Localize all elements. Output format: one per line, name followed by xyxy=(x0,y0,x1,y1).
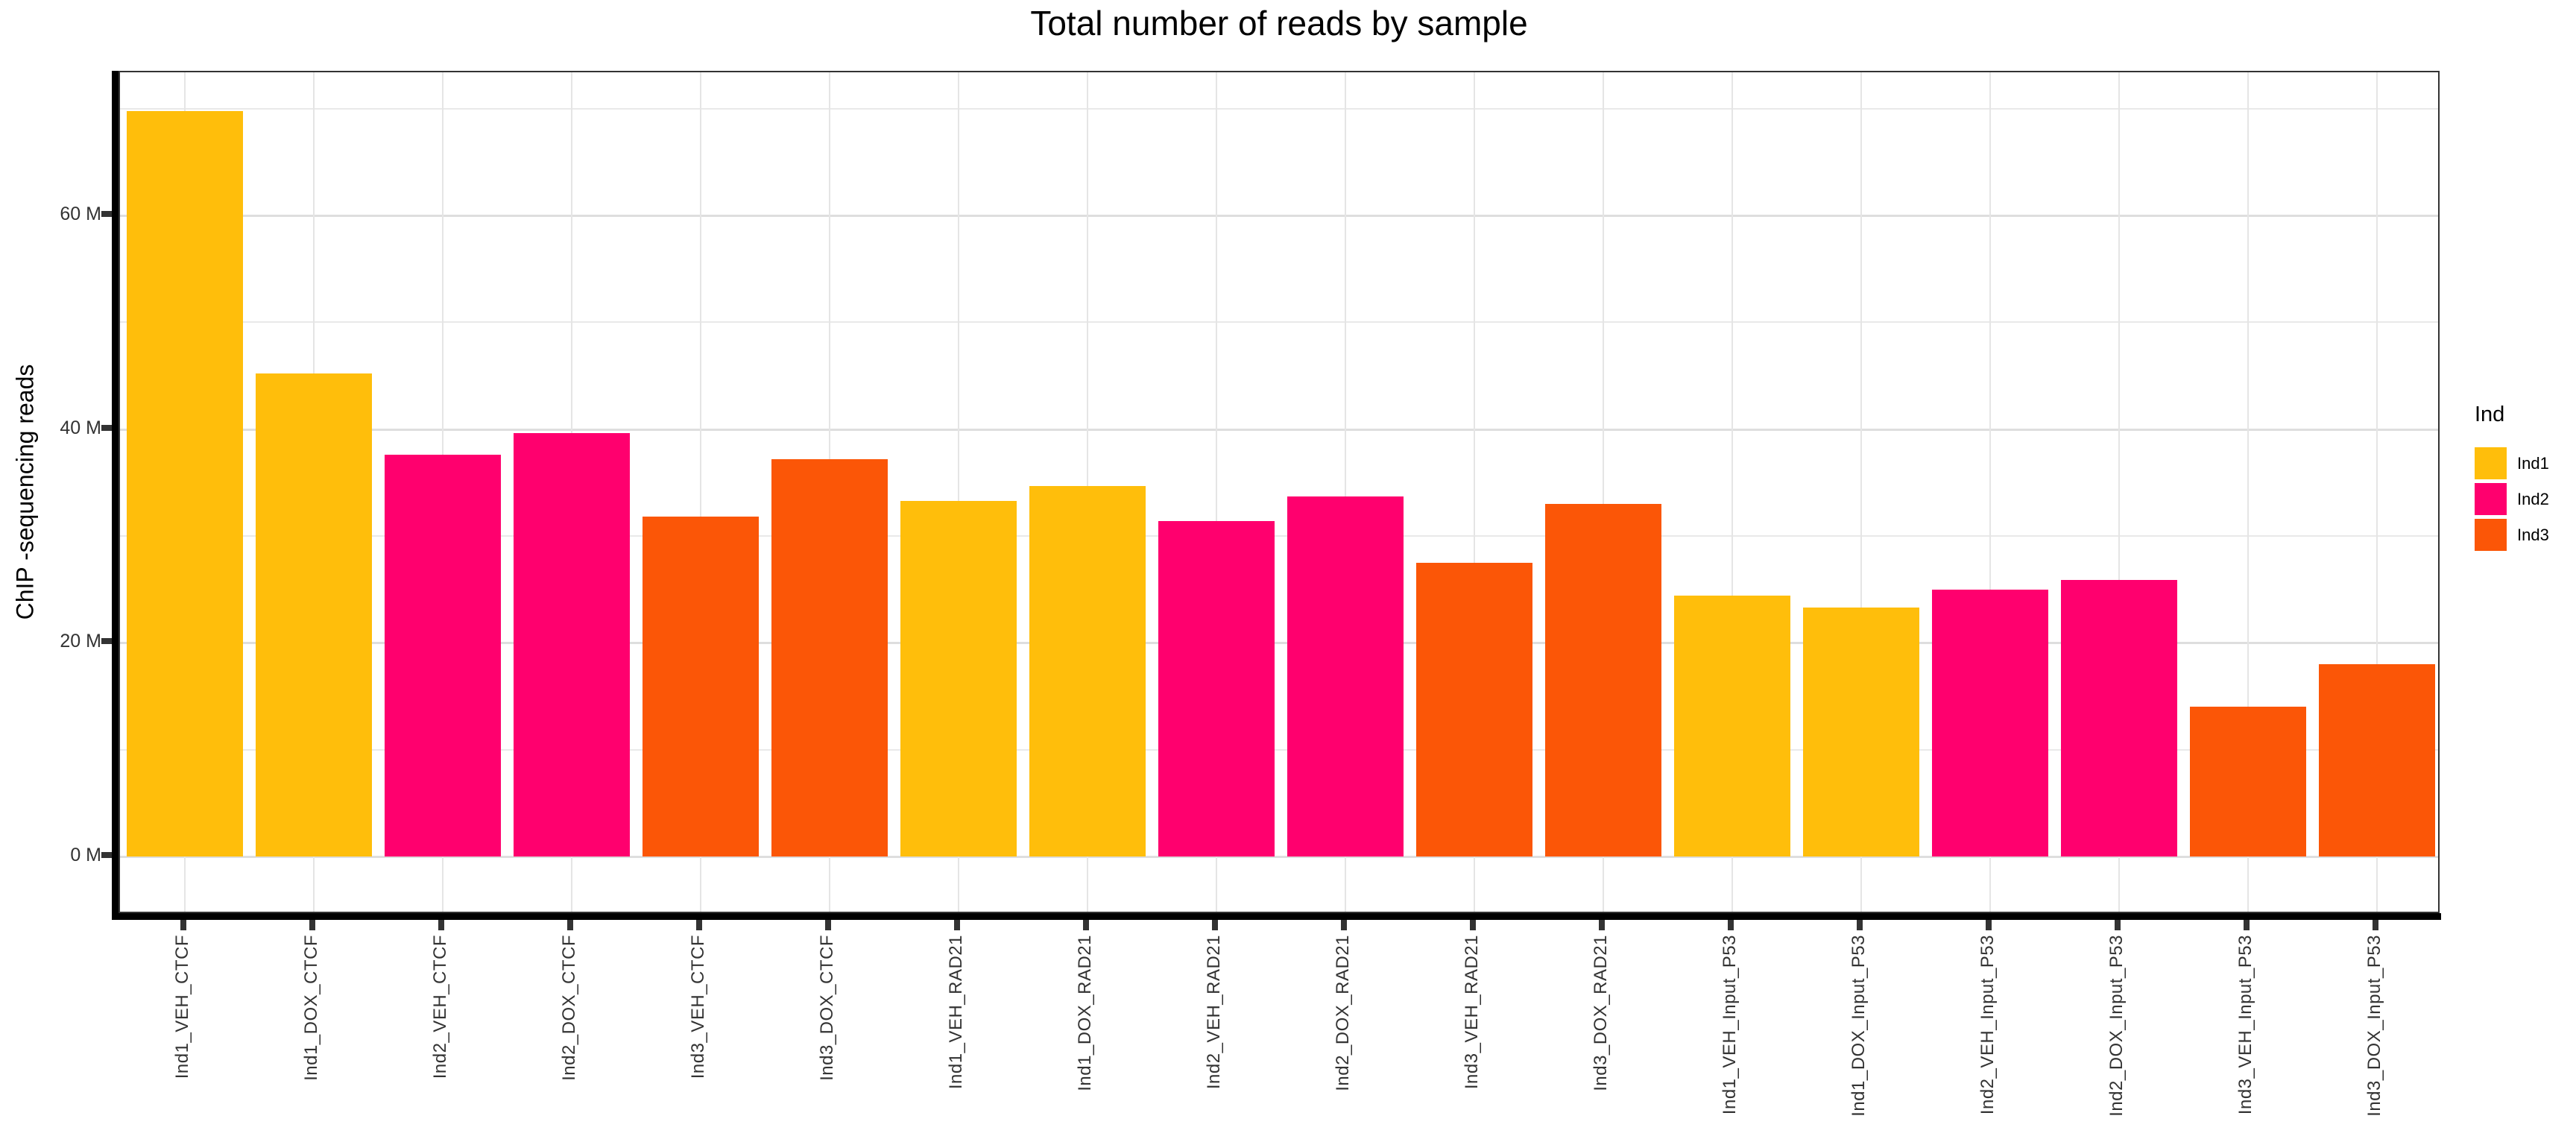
x-tick-mark-Ind2_VEH_Input_P53 xyxy=(1985,920,1992,930)
x-tick-label-Ind1_DOX_Input_P53: Ind1_DOX_Input_P53 xyxy=(1848,935,1869,1117)
bar-Ind2_VEH_Input_P53 xyxy=(1931,589,2048,857)
gridline-category xyxy=(1731,72,1733,912)
x-tick-mark-Ind1_VEH_RAD21 xyxy=(953,920,960,930)
x-tick-label-Ind1_VEH_RAD21: Ind1_VEH_RAD21 xyxy=(945,935,966,1090)
x-tick-mark-Ind1_DOX_CTCF xyxy=(309,920,315,930)
bar-Ind1_VEH_Input_P53 xyxy=(1673,596,1790,857)
gridline-minor-10M xyxy=(120,748,2438,751)
y-tick-label-0M: 0 M xyxy=(70,845,101,865)
x-tick-mark-Ind3_VEH_CTCF xyxy=(695,920,702,930)
gridline-category xyxy=(2118,72,2120,912)
x-tick-mark-Ind3_DOX_Input_P53 xyxy=(2372,920,2378,930)
bar-Ind3_DOX_Input_P53 xyxy=(2318,664,2435,857)
x-tick-mark-Ind2_DOX_RAD21 xyxy=(1340,920,1347,930)
gridline-major-0M xyxy=(120,856,2438,858)
y-tick-label-60M: 60 M xyxy=(60,204,101,225)
x-tick-mark-Ind2_DOX_CTCF xyxy=(566,920,573,930)
y-tick-mark-40M xyxy=(101,424,112,431)
x-tick-label-Ind2_DOX_CTCF: Ind2_DOX_CTCF xyxy=(558,935,579,1081)
x-tick-label-Ind3_DOX_RAD21: Ind3_DOX_RAD21 xyxy=(1590,935,1611,1091)
y-tick-mark-20M xyxy=(101,638,112,645)
x-tick-label-Ind3_VEH_CTCF: Ind3_VEH_CTCF xyxy=(687,935,708,1079)
legend-swatch-Ind3 xyxy=(2475,519,2507,551)
bar-Ind3_VEH_Input_P53 xyxy=(2189,707,2306,857)
y-tick-label-40M: 40 M xyxy=(60,417,101,438)
legend-swatch-Ind2 xyxy=(2475,483,2507,515)
legend-label-Ind3: Ind3 xyxy=(2517,525,2549,544)
x-tick-mark-Ind1_DOX_RAD21 xyxy=(1082,920,1089,930)
x-tick-label-Ind2_DOX_Input_P53: Ind2_DOX_Input_P53 xyxy=(2106,935,2127,1117)
x-tick-label-Ind1_DOX_CTCF: Ind1_DOX_CTCF xyxy=(300,935,321,1081)
gridline-category xyxy=(1602,72,1604,912)
bar-Ind3_DOX_CTCF xyxy=(771,458,888,857)
x-tick-label-Ind3_DOX_CTCF: Ind3_DOX_CTCF xyxy=(816,935,837,1081)
gridline-major-20M xyxy=(120,642,2438,645)
x-tick-label-Ind2_VEH_Input_P53: Ind2_VEH_Input_P53 xyxy=(1977,935,1998,1115)
bar-Ind1_DOX_RAD21 xyxy=(1029,485,1146,857)
x-tick-label-Ind2_VEH_CTCF: Ind2_VEH_CTCF xyxy=(429,935,450,1079)
y-axis-title: ChIP -sequencing reads xyxy=(11,364,39,620)
legend-label-Ind2: Ind2 xyxy=(2517,489,2549,508)
gridline-category xyxy=(1473,72,1475,912)
y-tick-mark-0M xyxy=(101,852,112,858)
gridline-category xyxy=(2375,72,2378,912)
bar-Ind1_DOX_Input_P53 xyxy=(1802,608,1919,857)
bar-Ind1_VEH_RAD21 xyxy=(900,500,1017,857)
x-tick-mark-Ind2_VEH_CTCF xyxy=(438,920,444,930)
y-tick-mark-60M xyxy=(101,211,112,218)
bar-Ind2_DOX_CTCF xyxy=(513,433,630,857)
gridline-category xyxy=(699,72,701,912)
x-tick-label-Ind3_VEH_Input_P53: Ind3_VEH_Input_P53 xyxy=(2235,935,2255,1115)
gridline-major-60M xyxy=(120,215,2438,218)
x-tick-label-Ind2_DOX_RAD21: Ind2_DOX_RAD21 xyxy=(1332,935,1353,1091)
gridline-category xyxy=(957,72,959,912)
gridline-category xyxy=(2247,72,2249,912)
x-tick-label-Ind1_DOX_RAD21: Ind1_DOX_RAD21 xyxy=(1074,935,1095,1091)
legend-swatch-Ind1 xyxy=(2475,447,2507,479)
gridline-major-40M xyxy=(120,428,2438,431)
x-axis-line xyxy=(112,913,2441,920)
chart-title: Total number of reads by sample xyxy=(1030,4,1528,42)
bar-Ind2_VEH_RAD21 xyxy=(1158,520,1275,857)
gridline-category xyxy=(1860,72,1862,912)
bar-Ind3_DOX_RAD21 xyxy=(1544,504,1661,857)
x-tick-label-Ind3_DOX_Input_P53: Ind3_DOX_Input_P53 xyxy=(2364,935,2384,1117)
bar-Ind1_DOX_CTCF xyxy=(255,373,372,857)
bar-Ind2_DOX_Input_P53 xyxy=(2060,579,2177,857)
x-tick-mark-Ind2_VEH_RAD21 xyxy=(1211,920,1218,930)
gridline-minor-30M xyxy=(120,535,2438,537)
legend-item-Ind1: Ind1 xyxy=(2475,447,2576,479)
gridline-category xyxy=(1989,72,1991,912)
x-tick-label-Ind1_VEH_Input_P53: Ind1_VEH_Input_P53 xyxy=(1719,935,1740,1115)
plot-panel xyxy=(119,71,2440,913)
bar-Ind1_VEH_CTCF xyxy=(126,110,243,857)
y-axis-line xyxy=(112,71,119,920)
gridline-category xyxy=(1344,72,1346,912)
bar-Ind2_VEH_CTCF xyxy=(384,455,501,857)
bar-Ind2_DOX_RAD21 xyxy=(1287,496,1404,857)
bar-Ind3_VEH_CTCF xyxy=(642,517,759,857)
legend-item-Ind3: Ind3 xyxy=(2475,519,2576,551)
legend-item-Ind2: Ind2 xyxy=(2475,483,2576,515)
x-tick-mark-Ind3_DOX_RAD21 xyxy=(1598,920,1605,930)
gridline-category xyxy=(1215,72,1217,912)
x-tick-mark-Ind3_DOX_CTCF xyxy=(824,920,831,930)
x-tick-label-Ind1_VEH_CTCF: Ind1_VEH_CTCF xyxy=(171,935,192,1079)
gridline-minor-50M xyxy=(120,321,2438,324)
bar-Ind3_VEH_RAD21 xyxy=(1415,562,1532,857)
y-tick-label-20M: 20 M xyxy=(60,631,101,652)
legend-label-Ind1: Ind1 xyxy=(2517,453,2549,473)
legend-title: Ind xyxy=(2475,403,2505,426)
gridline-minor-70M xyxy=(120,107,2438,110)
x-tick-mark-Ind3_VEH_Input_P53 xyxy=(2243,920,2250,930)
x-tick-mark-Ind3_VEH_RAD21 xyxy=(1469,920,1476,930)
x-tick-mark-Ind1_VEH_CTCF xyxy=(180,920,186,930)
x-tick-label-Ind3_VEH_RAD21: Ind3_VEH_RAD21 xyxy=(1461,935,1482,1090)
x-tick-mark-Ind1_VEH_Input_P53 xyxy=(1727,920,1734,930)
x-tick-label-Ind2_VEH_RAD21: Ind2_VEH_RAD21 xyxy=(1203,935,1224,1090)
x-tick-mark-Ind1_DOX_Input_P53 xyxy=(1856,920,1863,930)
x-tick-mark-Ind2_DOX_Input_P53 xyxy=(2114,920,2121,930)
